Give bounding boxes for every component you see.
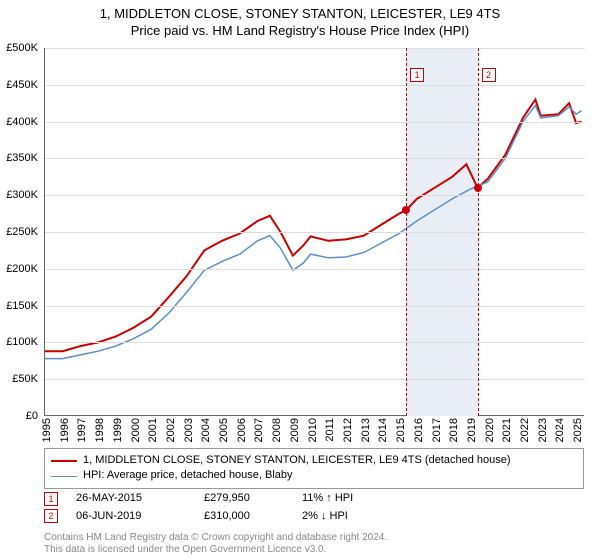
title-line-1: 1, MIDDLETON CLOSE, STONEY STANTON, LEIC… [0,6,600,23]
y-tick-label: £200K [0,263,38,275]
x-tick-label: 2015 [395,418,407,442]
series-line-property [45,100,582,352]
legend-label: HPI: Average price, detached house, Blab… [83,468,293,483]
legend: 1, MIDDLETON CLOSE, STONEY STANTON, LEIC… [44,448,584,489]
x-tick-label: 2021 [501,418,513,442]
sale-date: 26-MAY-2015 [76,490,186,508]
y-tick-label: £400K [0,116,38,128]
y-tick-label: £450K [0,79,38,91]
x-tick-label: 2002 [165,418,177,442]
sale-marker-icon: 1 [44,492,58,506]
x-tick-label: 2008 [271,418,283,442]
x-tick-label: 2006 [236,418,248,442]
x-tick-label: 2024 [554,418,566,442]
footer-line-2: This data is licensed under the Open Gov… [44,544,584,556]
legend-item-property: 1, MIDDLETON CLOSE, STONEY STANTON, LEIC… [51,453,577,468]
sale-marker-icon: 2 [44,509,58,523]
y-tick-label: £350K [0,152,38,164]
footer-line-1: Contains HM Land Registry data © Crown c… [44,532,584,544]
gridline [45,85,585,86]
title-line-2: Price paid vs. HM Land Registry's House … [0,23,600,40]
x-tick-label: 1997 [76,418,88,442]
sale-marker-icon: 2 [482,68,496,82]
x-tick-label: 1999 [112,418,124,442]
sale-vline [406,48,407,416]
x-tick-label: 2017 [431,418,443,442]
sale-row: 2 06-JUN-2019 £310,000 2% ↓ HPI [44,508,584,526]
gridline [45,158,585,159]
x-tick-label: 1998 [94,418,106,442]
sale-vline [478,48,479,416]
x-tick-label: 2019 [466,418,478,442]
legend-item-hpi: HPI: Average price, detached house, Blab… [51,468,577,483]
gridline [45,48,585,49]
x-tick-label: 2011 [324,418,336,442]
x-tick-label: 2025 [572,418,584,442]
gridline [45,232,585,233]
gridline [45,195,585,196]
x-tick-label: 2018 [448,418,460,442]
sale-date: 06-JUN-2019 [76,508,186,526]
y-tick-label: £50K [0,373,38,385]
y-tick-label: £0 [0,410,38,422]
x-tick-label: 1995 [41,418,53,442]
y-tick-label: £300K [0,189,38,201]
gridline [45,306,585,307]
x-tick-label: 2013 [360,418,372,442]
gridline [45,269,585,270]
y-tick-label: £150K [0,300,38,312]
legend-swatch [51,476,77,477]
x-tick-label: 2003 [183,418,195,442]
x-tick-label: 2000 [130,418,142,442]
y-tick-label: £500K [0,42,38,54]
legend-label: 1, MIDDLETON CLOSE, STONEY STANTON, LEIC… [83,453,511,468]
x-tick-label: 2007 [253,418,265,442]
x-tick-label: 2020 [484,418,496,442]
sale-delta: 2% ↓ HPI [302,508,392,526]
gridline [45,122,585,123]
plot-region: 1995199619971998199920002001200220032004… [44,48,584,416]
sale-marker-icon: 1 [410,68,424,82]
x-tick-label: 2022 [519,418,531,442]
y-tick-label: £250K [0,226,38,238]
sales-table: 1 26-MAY-2015 £279,950 11% ↑ HPI 2 06-JU… [44,490,584,525]
x-tick-label: 2001 [147,418,159,442]
x-tick-label: 2009 [289,418,301,442]
x-tick-label: 2023 [537,418,549,442]
arrow-up-icon: ↑ [326,492,332,504]
chart-area: 1995199619971998199920002001200220032004… [44,48,584,416]
sale-price: £279,950 [204,490,284,508]
chart-title-block: 1, MIDDLETON CLOSE, STONEY STANTON, LEIC… [0,0,600,40]
sale-price: £310,000 [204,508,284,526]
gridline [45,379,585,380]
x-tick-label: 2004 [200,418,212,442]
x-tick-label: 2014 [377,418,389,442]
x-tick-label: 2016 [413,418,425,442]
gridline [45,342,585,343]
sale-row: 1 26-MAY-2015 £279,950 11% ↑ HPI [44,490,584,508]
sale-point-icon [474,184,482,192]
y-tick-label: £100K [0,336,38,348]
x-tick-label: 2012 [342,418,354,442]
x-tick-label: 2010 [307,418,319,442]
sale-point-icon [402,206,410,214]
footer-attribution: Contains HM Land Registry data © Crown c… [44,532,584,556]
x-tick-label: 2005 [218,418,230,442]
arrow-down-icon: ↓ [321,510,327,522]
sale-delta: 11% ↑ HPI [302,490,392,508]
legend-swatch [51,460,77,462]
x-tick-label: 1996 [59,418,71,442]
